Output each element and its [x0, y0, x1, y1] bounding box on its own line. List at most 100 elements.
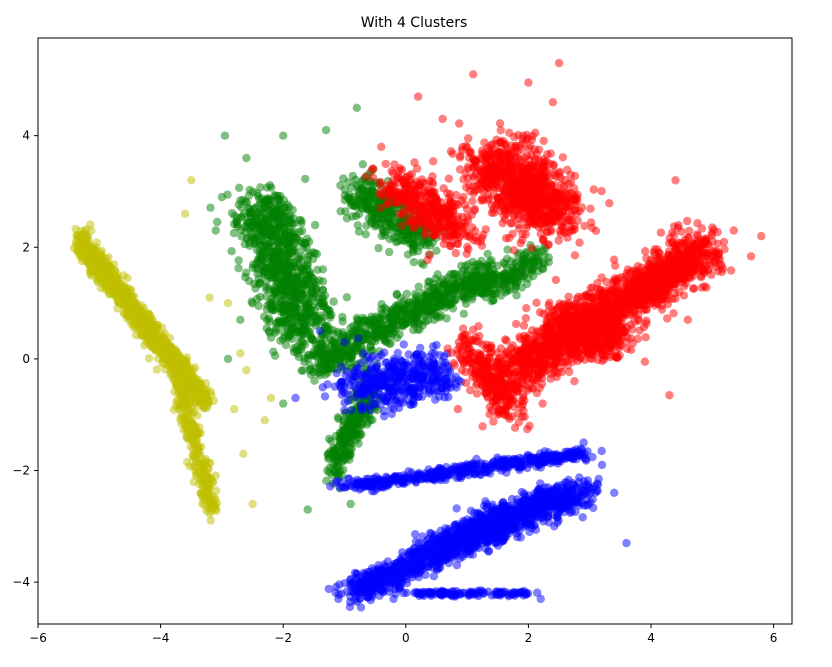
scatter-point	[517, 274, 527, 283]
scatter-point	[241, 272, 250, 282]
scatter-point	[510, 284, 519, 294]
scatter-point	[340, 191, 349, 200]
scatter-point	[234, 200, 243, 209]
scatter-point	[276, 265, 286, 275]
scatter-point	[185, 462, 195, 471]
scatter-point	[364, 214, 373, 223]
scatter-point	[313, 265, 322, 274]
scatter-point	[320, 291, 330, 300]
scatter-point	[300, 340, 310, 349]
scatter-point	[256, 278, 265, 287]
scatter-point	[236, 349, 245, 358]
scatter-point	[212, 506, 221, 516]
scatter-point	[145, 328, 154, 337]
scatter-point	[485, 257, 494, 266]
scatter-point	[123, 273, 132, 283]
scatter-point	[338, 312, 347, 322]
scatter-point	[259, 229, 268, 238]
scatter-point	[86, 269, 95, 279]
scatter-point	[322, 364, 331, 374]
scatter-point	[385, 312, 394, 322]
scatter-point	[191, 450, 200, 460]
scatter-point	[276, 199, 286, 209]
scatter-point	[180, 209, 190, 218]
scatter-point	[128, 310, 137, 319]
scatter-point	[289, 247, 299, 256]
scatter-point	[333, 476, 342, 486]
scatter-point	[323, 307, 332, 316]
scatter-point	[120, 283, 130, 292]
scatter-point	[360, 327, 369, 336]
scatter-point	[304, 271, 313, 280]
scatter-point	[248, 499, 257, 509]
scatter-point	[234, 264, 243, 273]
scatter-point	[251, 260, 260, 269]
scatter-point	[407, 300, 417, 310]
scatter-point	[301, 174, 310, 184]
scatter-point	[377, 305, 386, 314]
scatter-point	[510, 267, 519, 277]
scatter-point	[326, 482, 335, 491]
scatter-point	[199, 388, 209, 397]
scatter-point	[267, 273, 276, 282]
scatter-point	[355, 423, 364, 432]
scatter-point	[297, 219, 306, 228]
scatter-point	[311, 364, 320, 373]
scatter-point	[237, 225, 246, 235]
scatter-point	[87, 226, 96, 235]
scatter-point	[319, 300, 328, 309]
scatter-point	[371, 336, 380, 346]
scatter-point	[341, 347, 350, 356]
scatter-point	[381, 476, 391, 486]
scatter-point	[329, 343, 339, 352]
scatter-point	[80, 245, 89, 255]
scatter-point	[341, 207, 350, 216]
scatter-point	[342, 480, 352, 489]
scatter-point	[314, 315, 323, 324]
scatter-point	[354, 227, 364, 236]
scatter-point	[234, 256, 243, 265]
scatter-point	[279, 131, 288, 140]
scatter-point	[85, 257, 94, 266]
scatter-point	[148, 316, 158, 325]
scatter-point	[462, 460, 471, 469]
scatter-point	[385, 234, 394, 244]
scatter-point	[287, 218, 296, 227]
scatter-point	[422, 291, 431, 300]
scatter-point	[331, 450, 340, 459]
scatter-point	[374, 243, 383, 253]
scatter-point	[294, 312, 303, 321]
scatter-point	[242, 365, 251, 375]
points-layer	[69, 58, 766, 612]
scatter-point	[340, 433, 349, 442]
scatter-point	[534, 267, 543, 276]
scatter-point	[269, 285, 279, 295]
scatter-point	[347, 183, 356, 192]
scatter-point	[415, 325, 424, 334]
scatter-point	[193, 411, 202, 420]
scatter-point	[447, 465, 456, 474]
scatter-point	[350, 201, 359, 210]
scatter-point	[345, 330, 354, 339]
scatter-point	[385, 247, 394, 257]
scatter-point	[201, 489, 210, 499]
scatter-point	[276, 242, 285, 251]
scatter-point	[549, 452, 559, 461]
scatter-point	[345, 422, 355, 432]
scatter-point	[287, 284, 296, 293]
scatter-point	[230, 404, 239, 414]
scatter-point	[86, 220, 95, 229]
scatter-point	[528, 456, 537, 465]
scatter-point	[366, 191, 376, 200]
scatter-point	[92, 259, 102, 269]
scatter-point	[279, 334, 288, 344]
scatter-point	[279, 250, 288, 260]
scatter-point	[157, 323, 167, 332]
scatter-point	[362, 205, 372, 214]
scatter-point	[471, 285, 480, 295]
scatter-point	[248, 299, 257, 308]
scatter-point	[502, 254, 512, 264]
scatter-point	[358, 160, 367, 169]
